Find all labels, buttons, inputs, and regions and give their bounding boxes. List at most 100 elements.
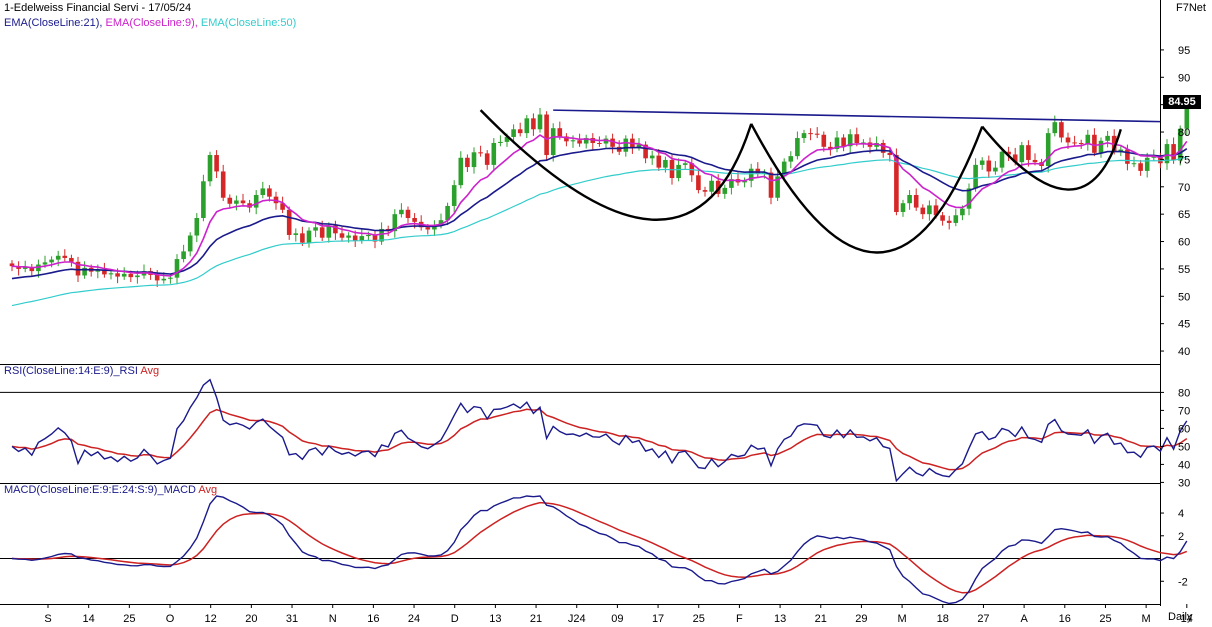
candle-body bbox=[623, 138, 629, 152]
candle-body bbox=[841, 137, 846, 147]
candle-body bbox=[1085, 134, 1091, 145]
candle-body bbox=[121, 273, 127, 277]
x-tick-label: J24 bbox=[568, 613, 586, 625]
candle-body bbox=[220, 171, 226, 198]
rsi-axis-tick-label: 70 bbox=[1178, 405, 1190, 417]
candle-body bbox=[775, 176, 780, 198]
candle-body bbox=[1012, 154, 1018, 163]
x-tick-label: 13 bbox=[774, 613, 786, 625]
candle-body bbox=[359, 236, 365, 241]
candle-body bbox=[808, 133, 813, 135]
candle-body bbox=[524, 118, 530, 134]
candle-body bbox=[768, 172, 774, 198]
candle-body bbox=[656, 155, 662, 168]
rsi-axis-tick-label: 60 bbox=[1178, 423, 1190, 435]
candle-body bbox=[755, 168, 761, 174]
x-tick-label: 16 bbox=[1059, 613, 1071, 625]
candle-body bbox=[82, 267, 87, 276]
rsi-legend: RSI(CloseLine:14:E:9)_RSI Avg bbox=[4, 365, 159, 377]
candle-body bbox=[550, 128, 556, 156]
candle-body bbox=[1072, 142, 1077, 144]
candle-body bbox=[451, 185, 457, 206]
period-label: Daily bbox=[1168, 611, 1193, 623]
candle-body bbox=[788, 156, 794, 162]
candle-body bbox=[458, 157, 464, 186]
candle-body bbox=[544, 114, 549, 156]
candle-body bbox=[834, 137, 840, 150]
x-tick-label: 27 bbox=[977, 613, 989, 625]
macd-line bbox=[11, 495, 1188, 605]
price-axis-tick-label: 45 bbox=[1178, 319, 1190, 331]
candle-body bbox=[762, 172, 767, 174]
candle-body bbox=[953, 215, 959, 223]
candle-body bbox=[940, 215, 945, 221]
x-tick-label: 21 bbox=[530, 613, 542, 625]
candle-body bbox=[795, 138, 800, 157]
candle-body bbox=[636, 144, 642, 148]
candle-body bbox=[174, 259, 180, 278]
candle-body bbox=[531, 118, 536, 130]
rsi-axis-tick-label: 40 bbox=[1178, 459, 1190, 471]
x-tick-label: M bbox=[898, 613, 907, 625]
candle-body bbox=[161, 278, 167, 281]
candle-body bbox=[214, 155, 219, 172]
candle-body bbox=[537, 114, 543, 130]
x-tick-label: S bbox=[44, 613, 51, 625]
candle-body bbox=[854, 134, 860, 143]
legend-ema50: EMA(CloseLine:50) bbox=[200, 17, 297, 29]
candle-body bbox=[260, 188, 266, 195]
macd-pane[interactable] bbox=[0, 495, 1188, 605]
candle-body bbox=[814, 133, 820, 135]
candle-body bbox=[702, 190, 708, 192]
candle-body bbox=[577, 140, 582, 144]
candle-body bbox=[979, 160, 985, 165]
candle-body bbox=[1164, 144, 1170, 164]
chart-title: 1-Edelweiss Financial Servi - 17/05/24 bbox=[4, 2, 192, 14]
candle-body bbox=[366, 234, 371, 237]
candle-body bbox=[1184, 104, 1190, 129]
candle-body bbox=[682, 163, 688, 165]
candle-body bbox=[352, 235, 358, 241]
candle-body bbox=[29, 267, 35, 272]
macd-axis-tick-label: 2 bbox=[1178, 531, 1184, 543]
ema21-line bbox=[11, 146, 1188, 280]
price-axis-tick-label: 50 bbox=[1178, 291, 1190, 303]
candle-body bbox=[643, 144, 648, 159]
candle-body bbox=[108, 273, 114, 275]
candle-body bbox=[821, 134, 827, 147]
candle-body bbox=[484, 153, 490, 165]
candle-body bbox=[960, 208, 965, 216]
candle-body bbox=[511, 129, 516, 137]
candle-body bbox=[399, 209, 404, 215]
candle-body bbox=[696, 175, 701, 191]
candle-body bbox=[663, 159, 668, 168]
candle-body bbox=[828, 146, 833, 150]
rsi-axis-tick-label: 30 bbox=[1178, 477, 1190, 489]
x-tick-label: 25 bbox=[1099, 613, 1111, 625]
candle-body bbox=[333, 225, 338, 234]
candle-body bbox=[201, 181, 206, 218]
pattern-curve-middle bbox=[750, 123, 984, 254]
candle-body bbox=[49, 259, 54, 263]
candle-body bbox=[676, 164, 681, 179]
candle-body bbox=[1092, 134, 1097, 153]
candle-body bbox=[234, 200, 239, 204]
candle-body bbox=[498, 141, 503, 143]
candle-body bbox=[715, 180, 721, 194]
legend-ema9: EMA(CloseLine:9), bbox=[105, 17, 198, 29]
pane-frames bbox=[0, 0, 1161, 606]
candle-body bbox=[128, 273, 134, 278]
candle-body bbox=[1118, 149, 1124, 152]
candle-body bbox=[465, 157, 470, 168]
candle-body bbox=[115, 273, 120, 277]
x-tick-label: 21 bbox=[815, 613, 827, 625]
candle-body bbox=[42, 262, 48, 265]
price-pane[interactable] bbox=[9, 100, 1190, 307]
candle-body bbox=[504, 136, 510, 142]
x-tick-label: D bbox=[451, 613, 459, 625]
candle-body bbox=[1131, 163, 1137, 165]
candle-body bbox=[267, 188, 272, 197]
x-tick-label: 14 bbox=[83, 613, 95, 625]
rsi-pane[interactable] bbox=[0, 378, 1188, 483]
candle-body bbox=[1138, 163, 1143, 171]
